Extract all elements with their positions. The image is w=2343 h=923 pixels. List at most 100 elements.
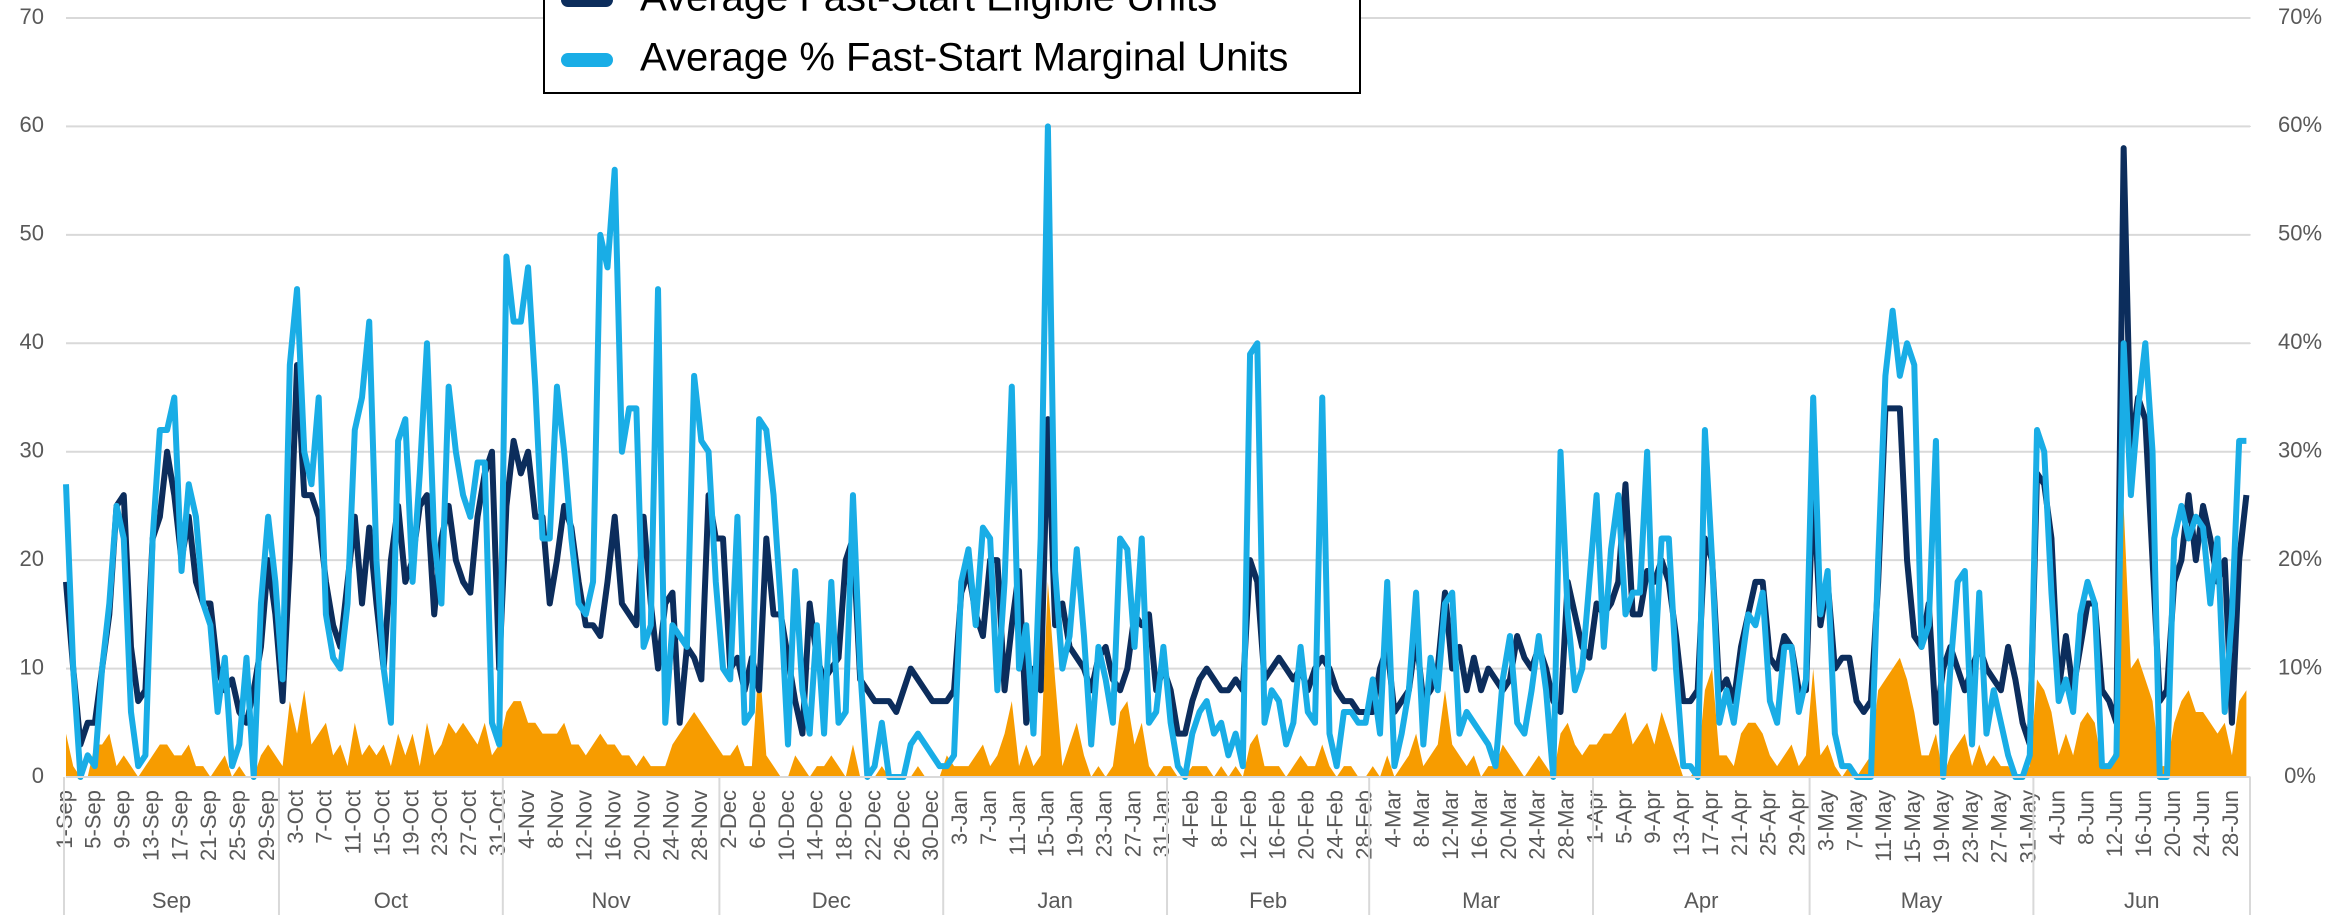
x-tick-label: 24-Jun — [2189, 790, 2214, 857]
x-tick-label: 13-Sep — [138, 790, 163, 861]
x-tick-label: 17-Sep — [167, 790, 192, 861]
x-tick-label: 6-Dec — [745, 790, 770, 849]
x-tick-label: 16-Mar — [1467, 790, 1492, 860]
month-label: Oct — [374, 888, 408, 913]
x-tick-label: 1-Apr — [1582, 790, 1607, 844]
x-tick-label: 16-Nov — [601, 790, 626, 861]
x-tick-label: 31-May — [2016, 790, 2041, 863]
x-tick-label: 23-Oct — [427, 790, 452, 856]
x-tick-label: 12-Mar — [1438, 790, 1463, 860]
x-tick-label: 20-Nov — [629, 790, 654, 861]
x-tick-label: 17-Apr — [1698, 790, 1723, 856]
y2-tick-label: 40% — [2278, 329, 2322, 354]
x-tick-label: 15-May — [1900, 790, 1925, 863]
x-tick-label: 24-Nov — [658, 790, 683, 861]
x-tick-label: 7-Oct — [312, 790, 337, 844]
y2-tick-label: 10% — [2278, 654, 2322, 679]
x-tick-label: 30-Dec — [918, 790, 943, 861]
y-tick-label: 60 — [20, 112, 44, 137]
y-tick-label: 40 — [20, 329, 44, 354]
x-tick-label: 11-Jan — [1005, 790, 1030, 856]
x-tick-label: 9-Apr — [1640, 790, 1665, 844]
x-tick-label: 26-Dec — [889, 790, 914, 861]
x-tick-label: 31-Jan — [1149, 790, 1174, 857]
x-tick-label: 21-Apr — [1727, 790, 1752, 856]
x-tick-label: 24-Feb — [1323, 790, 1348, 860]
line-series — [63, 123, 2247, 780]
x-tick-label: 7-Jan — [976, 790, 1001, 845]
x-tick-label: 14-Dec — [803, 790, 828, 861]
x-tick-label: 27-Oct — [456, 790, 481, 856]
x-tick-label: 18-Dec — [832, 790, 857, 861]
month-label: Feb — [1249, 888, 1287, 913]
x-tick-label: 13-Apr — [1669, 790, 1694, 856]
x-tick-label: 25-Apr — [1756, 790, 1781, 856]
x-tick-label: 16-Jun — [2131, 790, 2156, 857]
y2-tick-label: 70% — [2278, 4, 2322, 29]
x-tick-label: 5-Sep — [81, 790, 106, 849]
x-tick-label: 9-Sep — [110, 790, 135, 849]
x-tick-label: 27-Jan — [1120, 790, 1145, 857]
x-tick-label: 15-Oct — [369, 790, 394, 856]
x-tick-label: 28-Mar — [1554, 790, 1579, 860]
x-tick-label: 19-Jan — [1063, 790, 1088, 857]
month-label: Apr — [1684, 888, 1718, 913]
x-tick-label: 7-May — [1842, 790, 1867, 851]
x-tick-label: 20-Mar — [1496, 790, 1521, 860]
y2-tick-label: 60% — [2278, 112, 2322, 137]
x-tick-label: 12-Feb — [1236, 790, 1261, 860]
x-tick-label: 8-Mar — [1409, 790, 1434, 847]
y-tick-label: 0 — [32, 763, 44, 788]
x-tick-label: 3-May — [1813, 790, 1838, 851]
legend-label: Average Fast-Start Eligible Units — [640, 0, 1217, 20]
month-label: Dec — [812, 888, 851, 913]
x-tick-label: 12-Nov — [572, 790, 597, 861]
month-label: May — [1901, 888, 1943, 913]
x-tick-label: 10-Dec — [774, 790, 799, 861]
y-tick-label: 20 — [20, 546, 44, 571]
x-tick-label: 16-Feb — [1265, 790, 1290, 860]
x-tick-label: 11-Oct — [341, 790, 366, 854]
x-tick-label: 4-Mar — [1380, 790, 1405, 847]
y-tick-label: 50 — [20, 221, 44, 246]
x-tick-label: 3-Jan — [947, 790, 972, 845]
y2-tick-label: 0% — [2284, 763, 2316, 788]
x-tick-label: 8-Nov — [543, 790, 568, 849]
month-label: Jun — [2124, 888, 2159, 913]
x-tick-label: 3-Oct — [283, 790, 308, 844]
legend-label: Average % Fast-Start Marginal Units — [640, 36, 1288, 80]
month-label: Mar — [1462, 888, 1500, 913]
legend-box — [543, 0, 1361, 94]
x-tick-label: 25-Sep — [225, 790, 250, 861]
x-tick-label: 20-Jun — [2160, 790, 2185, 857]
x-tick-label: 20-Feb — [1294, 790, 1319, 860]
x-tick-label: 8-Feb — [1207, 790, 1232, 847]
x-tick-label: 28-Feb — [1351, 790, 1376, 860]
month-label: Sep — [152, 888, 191, 913]
y2-tick-label: 30% — [2278, 438, 2322, 463]
x-tick-label: 23-Jan — [1091, 790, 1116, 857]
x-tick-label: 23-May — [1958, 790, 1983, 863]
y-tick-label: 70 — [20, 4, 44, 29]
x-tick-label: 15-Jan — [1034, 790, 1059, 857]
x-tick-label: 11-May — [1871, 790, 1896, 862]
y2-tick-label: 20% — [2278, 546, 2322, 571]
x-tick-label: 24-Mar — [1525, 790, 1550, 860]
x-tick-label: 8-Jun — [2073, 790, 2098, 845]
x-tick-label: 19-May — [1929, 790, 1954, 863]
x-tick-label: 28-Jun — [2218, 790, 2243, 857]
x-tick-label: 19-Oct — [398, 790, 423, 856]
x-tick-label: 31-Oct — [485, 790, 510, 856]
x-tick-label: 27-May — [1987, 790, 2012, 863]
x-tick-label: 29-Apr — [1785, 790, 1810, 856]
x-tick-label: 28-Nov — [687, 790, 712, 861]
y2-tick-label: 50% — [2278, 221, 2322, 246]
x-tick-label: 12-Jun — [2102, 790, 2127, 857]
x-tick-label: 22-Dec — [860, 790, 885, 861]
x-tick-label: 5-Apr — [1611, 790, 1636, 844]
x-tick-label: 29-Sep — [254, 790, 279, 861]
y-tick-label: 10 — [20, 654, 44, 679]
x-tick-label: 4-Nov — [514, 790, 539, 849]
month-label: Jan — [1037, 888, 1072, 913]
